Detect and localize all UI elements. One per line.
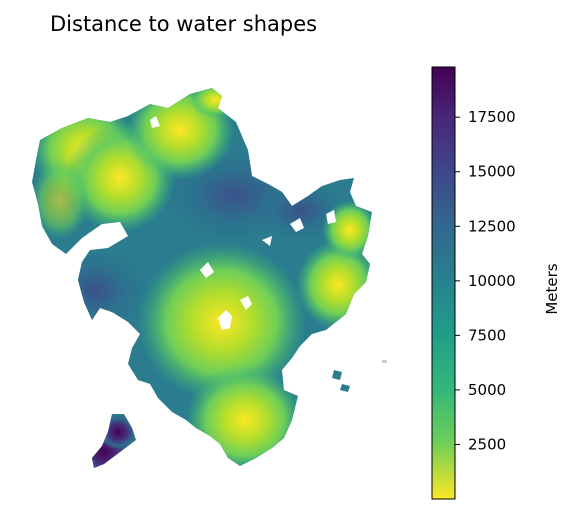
colorbar-tick-label: 5000 (468, 381, 506, 399)
water-shapes (150, 116, 336, 330)
colorbar-tick-label: 12500 (468, 217, 516, 235)
small-island (382, 360, 387, 363)
colorbar-tick-label: 15000 (468, 163, 516, 181)
colorbar-gradient (431, 66, 456, 500)
chart-title: Distance to water shapes (50, 12, 318, 36)
colorbar-tick-label: 2500 (468, 435, 506, 453)
colorbar-tick-label: 7500 (468, 326, 506, 344)
colorbar: 2500 5000 7500 10000 12500 15000 17500 Meters (431, 66, 561, 500)
colorbar-tick-label: 17500 (468, 108, 516, 126)
colorbar-tick-label: 10000 (468, 272, 516, 290)
colorbar-label: Meters (543, 263, 561, 314)
distance-map (32, 88, 387, 468)
